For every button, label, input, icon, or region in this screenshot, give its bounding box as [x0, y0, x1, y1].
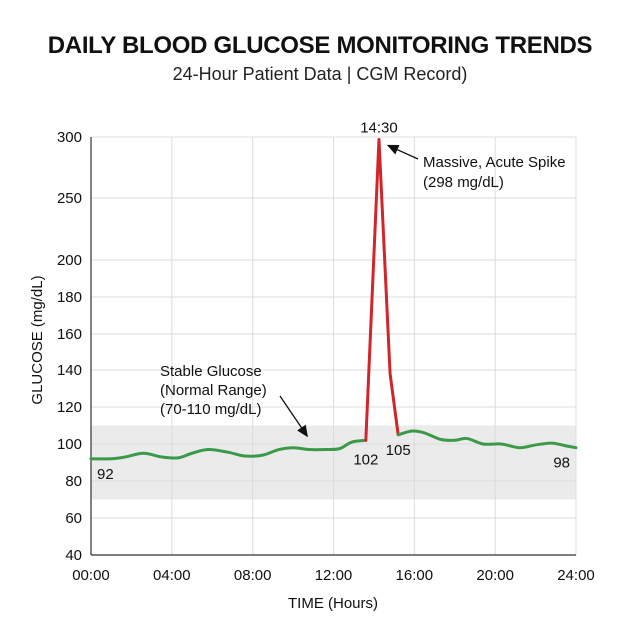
glucose-series-line	[396, 429, 578, 450]
glucose-series-line	[89, 438, 368, 461]
data-label: 14:30	[360, 119, 398, 136]
x-tick-label: 20:00	[476, 567, 514, 584]
x-tick-label: 04:00	[153, 567, 191, 584]
y-tick-label: 60	[65, 510, 82, 527]
y-tick-label: 140	[57, 362, 82, 379]
y-tick-label: 120	[57, 399, 82, 416]
x-tick-label: 12:00	[315, 567, 353, 584]
spike-annotation-arrow	[386, 144, 419, 160]
grid-layer	[90, 136, 577, 556]
stable-annotation-text: (Normal Range)	[160, 382, 267, 399]
y-tick-label: 300	[57, 129, 82, 146]
series-layer	[89, 137, 578, 461]
x-tick-label: 00:00	[72, 567, 110, 584]
x-tick-label: 24:00	[557, 567, 595, 584]
y-tick-label: 180	[57, 289, 82, 306]
y-tick-label: 250	[57, 190, 82, 207]
y-tick-label: 40	[65, 547, 82, 564]
label-layer: 92 102 105 98 14:30 Massive, Acute Spike (298 …	[97, 119, 570, 482]
stable-annotation-text: Stable Glucose	[160, 363, 262, 380]
y-tick-label: 200	[57, 252, 82, 269]
spike-series-line	[364, 137, 400, 442]
data-label: 92	[97, 466, 114, 483]
y-tick-label: 80	[65, 473, 82, 490]
chart-title: DAILY BLOOD GLUCOSE MONITORING TRENDS	[47, 32, 593, 59]
x-tick-label: 16:00	[396, 567, 434, 584]
spike-annotation-text: Massive, Acute Spike	[423, 154, 566, 171]
stable-annotation-text: (70-110 mg/dL)	[160, 401, 261, 418]
spike-annotation-text: (298 mg/dL)	[423, 174, 504, 191]
y-tick-label: 160	[57, 326, 82, 343]
stable-annotation-arrow	[279, 395, 308, 438]
x-axis-title: TIME (Hours)	[288, 595, 378, 612]
data-label: 102	[353, 451, 378, 468]
chart-subtitle: 24-Hour Patient Data | CGM Record)	[172, 64, 468, 84]
data-label: 105	[386, 442, 411, 459]
y-axis-title: GLUCOSE (mg/dL)	[29, 275, 46, 404]
axis-layer: 40 60 80 100 120 140 160 180 200 250 300 00:00 04:00…	[57, 129, 595, 584]
x-tick-label: 08:00	[234, 567, 272, 584]
y-tick-label: 100	[57, 436, 82, 453]
data-label: 98	[553, 455, 570, 472]
